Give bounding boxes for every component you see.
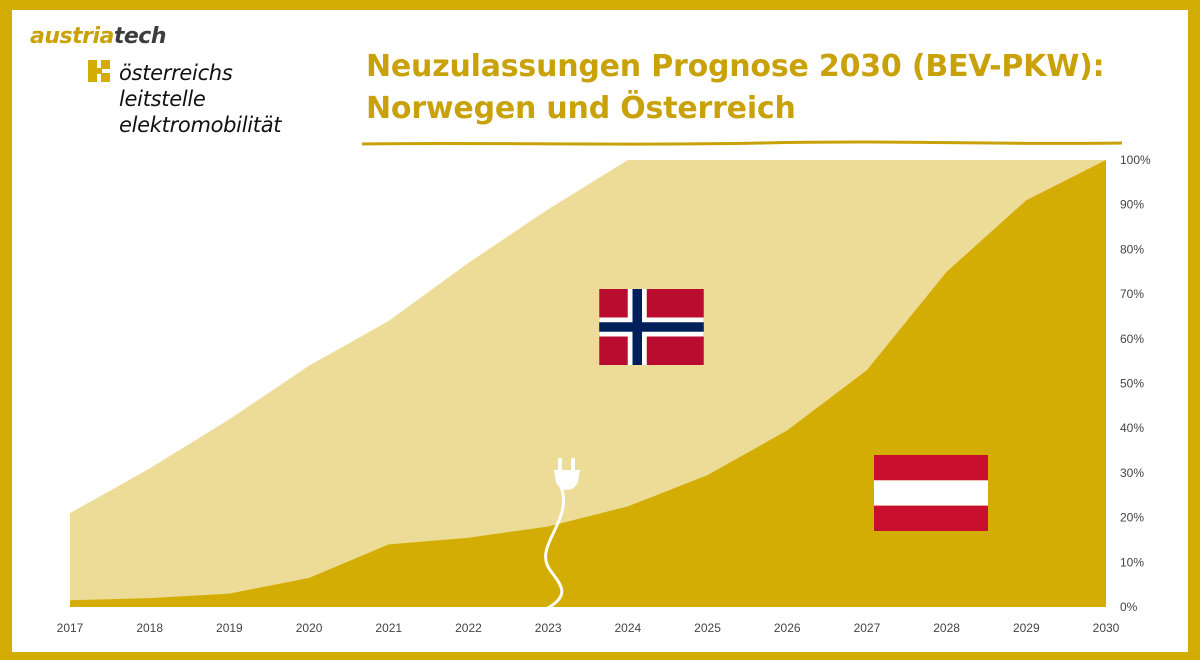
x-tick-label: 2024 [614, 621, 641, 635]
x-tick-label: 2030 [1093, 621, 1120, 635]
x-tick-label: 2027 [854, 621, 881, 635]
tagline-line-3: elektromobilität [119, 113, 282, 137]
y-tick-label: 90% [1120, 198, 1144, 212]
chart-title-line-1: Neuzulassungen Prognose 2030 (BEV-PKW): [366, 49, 1105, 84]
plug-icon [544, 458, 580, 610]
chart-title: Neuzulassungen Prognose 2030 (BEV-PKW): … [366, 46, 1146, 130]
tagline-line-2: leitstelle [119, 87, 206, 111]
x-tick-label: 2028 [933, 621, 960, 635]
y-tick-label: 80% [1120, 242, 1144, 256]
y-tick-label: 20% [1120, 511, 1144, 525]
area-series-2 [70, 160, 1106, 607]
x-tick-label: 2018 [136, 621, 163, 635]
x-tick-label: 2023 [535, 621, 562, 635]
x-axis-labels: 2017 2018 2019 2020 2021 2022 2023 2024 2025 2026… [57, 621, 1120, 635]
y-tick-label: 70% [1120, 287, 1144, 301]
x-tick-label: 2020 [296, 621, 323, 635]
y-tick-label: 60% [1120, 332, 1144, 346]
x-tick-label: 2017 [57, 621, 84, 635]
x-tick-label: 2022 [455, 621, 482, 635]
x-tick-label: 2025 [694, 621, 721, 635]
chart-areas [70, 160, 1106, 607]
brand-part-1: austria [30, 24, 114, 49]
x-tick-label: 2029 [1013, 621, 1040, 635]
chart-title-line-2: Norwegen und Österreich [366, 91, 796, 126]
brand-logo: austriatech [30, 24, 167, 49]
y-tick-label: 10% [1120, 555, 1144, 569]
title-underline [362, 140, 1122, 146]
austria-flag-icon [874, 455, 988, 531]
x-tick-label: 2019 [216, 621, 243, 635]
y-tick-label: 40% [1120, 421, 1144, 435]
y-tick-label: 30% [1120, 466, 1144, 480]
plus-icon [88, 60, 110, 82]
x-tick-label: 2026 [774, 621, 801, 635]
norway-flag-icon [599, 289, 704, 365]
y-tick-label: 0% [1120, 600, 1138, 614]
tagline: österreichs leitstelle elektromobilität [119, 60, 282, 138]
y-tick-label: 50% [1120, 377, 1144, 391]
x-tick-label: 2021 [375, 621, 402, 635]
y-tick-label: 100% [1120, 153, 1151, 167]
brand-part-2: tech [113, 24, 167, 49]
y-axis-labels: 0% 10% 20% 30% 40% 50% 60% 70% 80% 90% 100% [1120, 153, 1151, 614]
tagline-line-1: österreichs [119, 61, 233, 85]
